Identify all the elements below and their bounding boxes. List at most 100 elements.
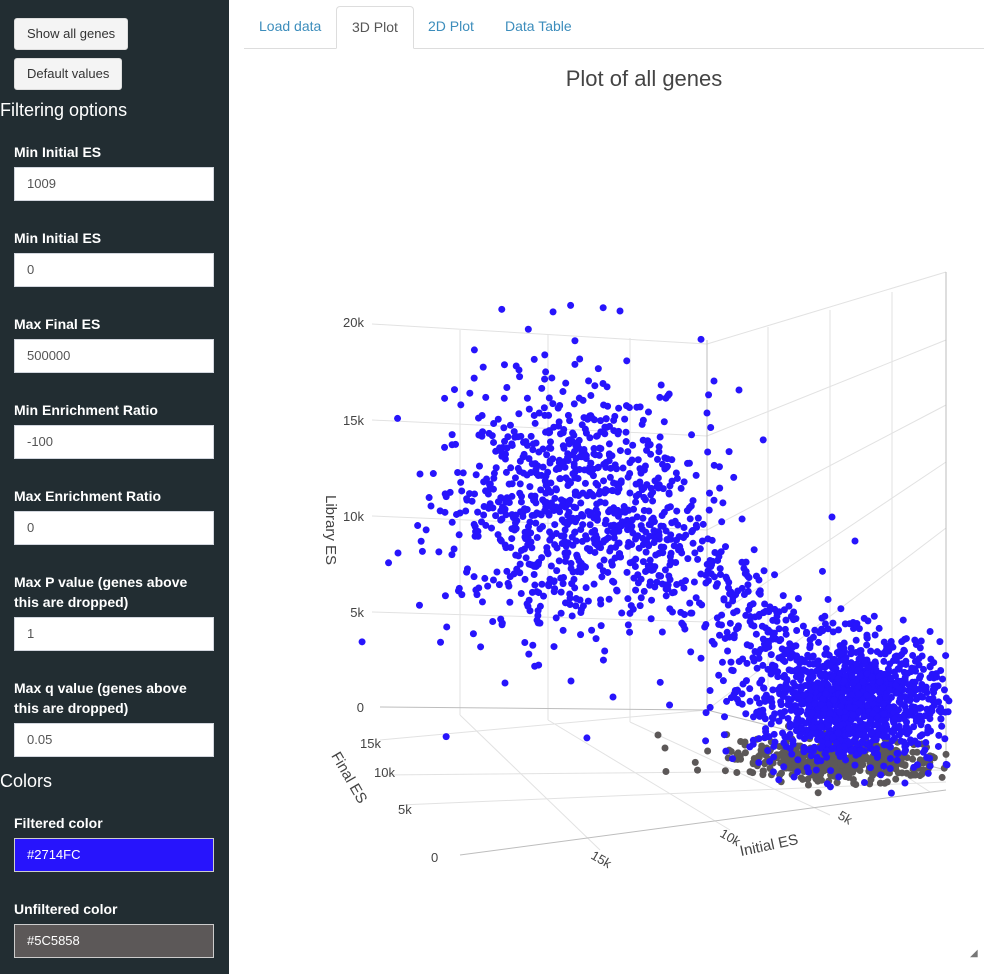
- data-point: [596, 562, 604, 570]
- data-point: [662, 527, 670, 535]
- data-point: [781, 625, 789, 633]
- data-point: [761, 600, 769, 608]
- data-point: [655, 532, 663, 540]
- data-point: [718, 658, 726, 666]
- data-point: [804, 781, 812, 789]
- tab-data-table[interactable]: Data Table: [505, 18, 572, 34]
- data-point: [768, 698, 776, 706]
- data-point: [774, 673, 782, 681]
- data-point: [601, 647, 609, 655]
- min-initial-es-input[interactable]: 1009: [14, 167, 214, 201]
- data-point: [864, 684, 872, 692]
- data-point: [787, 706, 795, 714]
- data-point: [479, 363, 487, 371]
- data-point: [872, 721, 880, 729]
- data-point: [822, 645, 830, 653]
- data-point: [774, 686, 782, 694]
- data-point: [689, 497, 697, 505]
- data-point: [604, 534, 612, 542]
- data-point: [878, 716, 886, 724]
- data-point: [926, 715, 934, 723]
- data-point: [886, 765, 894, 773]
- data-point: [525, 405, 533, 413]
- show-all-genes-button[interactable]: Show all genes: [14, 18, 129, 50]
- data-point: [868, 673, 876, 681]
- data-point: [910, 683, 918, 691]
- data-point: [852, 648, 860, 656]
- data-point: [749, 654, 757, 662]
- data-point: [814, 660, 822, 668]
- data-point: [780, 763, 788, 771]
- data-point: [547, 479, 555, 487]
- data-point: [704, 535, 712, 543]
- resize-handle-icon[interactable]: ◢: [970, 948, 978, 959]
- data-point: [804, 775, 812, 783]
- tab-2d-plot[interactable]: 2D Plot: [428, 18, 474, 34]
- data-point: [664, 581, 672, 589]
- data-point: [755, 576, 763, 584]
- data-point: [572, 602, 580, 610]
- data-point: [480, 502, 488, 510]
- data-point: [769, 768, 777, 776]
- data-point: [511, 474, 519, 482]
- data-point: [696, 545, 704, 553]
- max-final-es-input[interactable]: 500000: [14, 339, 214, 373]
- data-point: [605, 451, 613, 459]
- filtered-color-input[interactable]: #2714FC: [14, 838, 214, 872]
- data-point: [924, 726, 932, 734]
- min-initial-es-2-input[interactable]: 0: [14, 253, 214, 287]
- max-q-value-input[interactable]: 0.05: [14, 723, 214, 757]
- data-point: [615, 521, 623, 529]
- data-point: [559, 580, 567, 588]
- data-point: [702, 709, 710, 717]
- min-enrichment-ratio-input[interactable]: -100: [14, 425, 214, 459]
- data-point: [850, 736, 858, 744]
- tab-load-data[interactable]: Load data: [259, 18, 322, 34]
- data-point: [713, 614, 721, 622]
- unfiltered-color-input[interactable]: #5C5858: [14, 924, 214, 958]
- max-enrichment-ratio-input[interactable]: 0: [14, 511, 214, 545]
- data-point: [472, 471, 480, 479]
- data-point: [489, 576, 497, 584]
- data-point: [890, 734, 898, 742]
- default-values-button[interactable]: Default values: [14, 58, 123, 90]
- data-point: [665, 572, 673, 580]
- data-point: [901, 711, 909, 719]
- data-point: [654, 731, 662, 739]
- data-point: [901, 748, 909, 756]
- data-point: [879, 684, 887, 692]
- max-p-value-input[interactable]: 1: [14, 617, 214, 651]
- data-point: [463, 496, 471, 504]
- data-point: [832, 739, 840, 747]
- data-point: [542, 489, 550, 497]
- data-point: [611, 412, 619, 420]
- data-point: [500, 394, 508, 402]
- max-p-value-label: Max P value (genes above this are droppe…: [14, 574, 188, 610]
- data-point: [478, 598, 486, 606]
- data-point: [764, 747, 772, 755]
- data-point: [704, 577, 712, 585]
- data-point: [672, 469, 680, 477]
- data-point: [890, 728, 898, 736]
- max-enrichment-ratio-label: Max Enrichment Ratio: [14, 488, 162, 504]
- data-point: [680, 534, 688, 542]
- data-point: [708, 637, 716, 645]
- data-point: [631, 563, 639, 571]
- data-point: [735, 386, 743, 394]
- data-point: [916, 732, 924, 740]
- data-point: [470, 374, 478, 382]
- data-point: [933, 673, 941, 681]
- data-point: [529, 446, 537, 454]
- data-point: [666, 482, 674, 490]
- data-point: [649, 497, 657, 505]
- data-point: [828, 513, 836, 521]
- data-point: [503, 444, 511, 452]
- data-point: [661, 744, 669, 752]
- tab-3d-plot[interactable]: 3D Plot: [336, 6, 414, 49]
- x-tick-label: 15k: [589, 848, 615, 872]
- data-point: [894, 665, 902, 673]
- data-point: [540, 404, 548, 412]
- data-point: [842, 770, 850, 778]
- data-point: [549, 308, 557, 316]
